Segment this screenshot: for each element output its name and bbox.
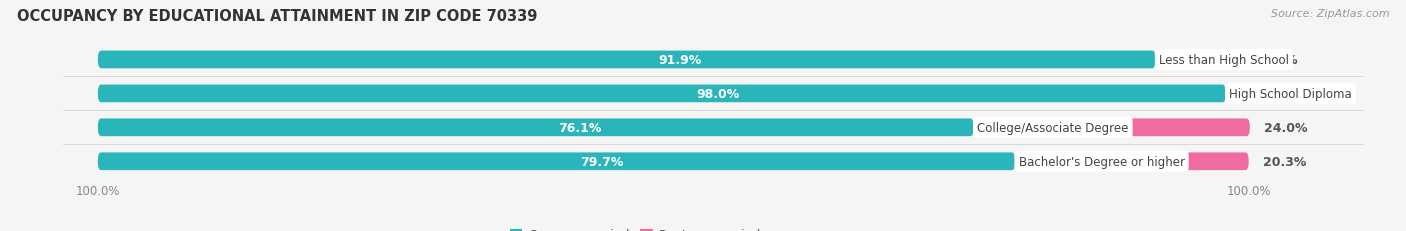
- FancyBboxPatch shape: [98, 119, 1249, 137]
- Text: 98.0%: 98.0%: [696, 88, 740, 100]
- FancyBboxPatch shape: [98, 153, 1249, 170]
- Text: OCCUPANCY BY EDUCATIONAL ATTAINMENT IN ZIP CODE 70339: OCCUPANCY BY EDUCATIONAL ATTAINMENT IN Z…: [17, 9, 537, 24]
- Text: Less than High School: Less than High School: [1159, 54, 1289, 67]
- Text: Bachelor's Degree or higher: Bachelor's Degree or higher: [1018, 155, 1184, 168]
- FancyBboxPatch shape: [98, 51, 1156, 69]
- Text: 20.3%: 20.3%: [1263, 155, 1306, 168]
- Text: 24.0%: 24.0%: [1264, 121, 1308, 134]
- FancyBboxPatch shape: [1156, 51, 1250, 69]
- Text: College/Associate Degree: College/Associate Degree: [977, 121, 1129, 134]
- Text: High School Diploma: High School Diploma: [1229, 88, 1353, 100]
- FancyBboxPatch shape: [98, 85, 1226, 103]
- FancyBboxPatch shape: [973, 119, 1250, 137]
- FancyBboxPatch shape: [1015, 153, 1249, 170]
- Text: 91.9%: 91.9%: [658, 54, 702, 67]
- Text: 79.7%: 79.7%: [581, 155, 624, 168]
- Legend: Owner-occupied, Renter-occupied: Owner-occupied, Renter-occupied: [505, 223, 766, 231]
- FancyBboxPatch shape: [98, 85, 1249, 103]
- Text: 76.1%: 76.1%: [558, 121, 602, 134]
- Text: Source: ZipAtlas.com: Source: ZipAtlas.com: [1271, 9, 1389, 19]
- FancyBboxPatch shape: [98, 153, 1015, 170]
- FancyBboxPatch shape: [1226, 85, 1249, 103]
- Text: 2.0%: 2.0%: [1263, 88, 1298, 100]
- Text: 8.2%: 8.2%: [1264, 54, 1298, 67]
- FancyBboxPatch shape: [98, 119, 973, 137]
- FancyBboxPatch shape: [98, 51, 1249, 69]
